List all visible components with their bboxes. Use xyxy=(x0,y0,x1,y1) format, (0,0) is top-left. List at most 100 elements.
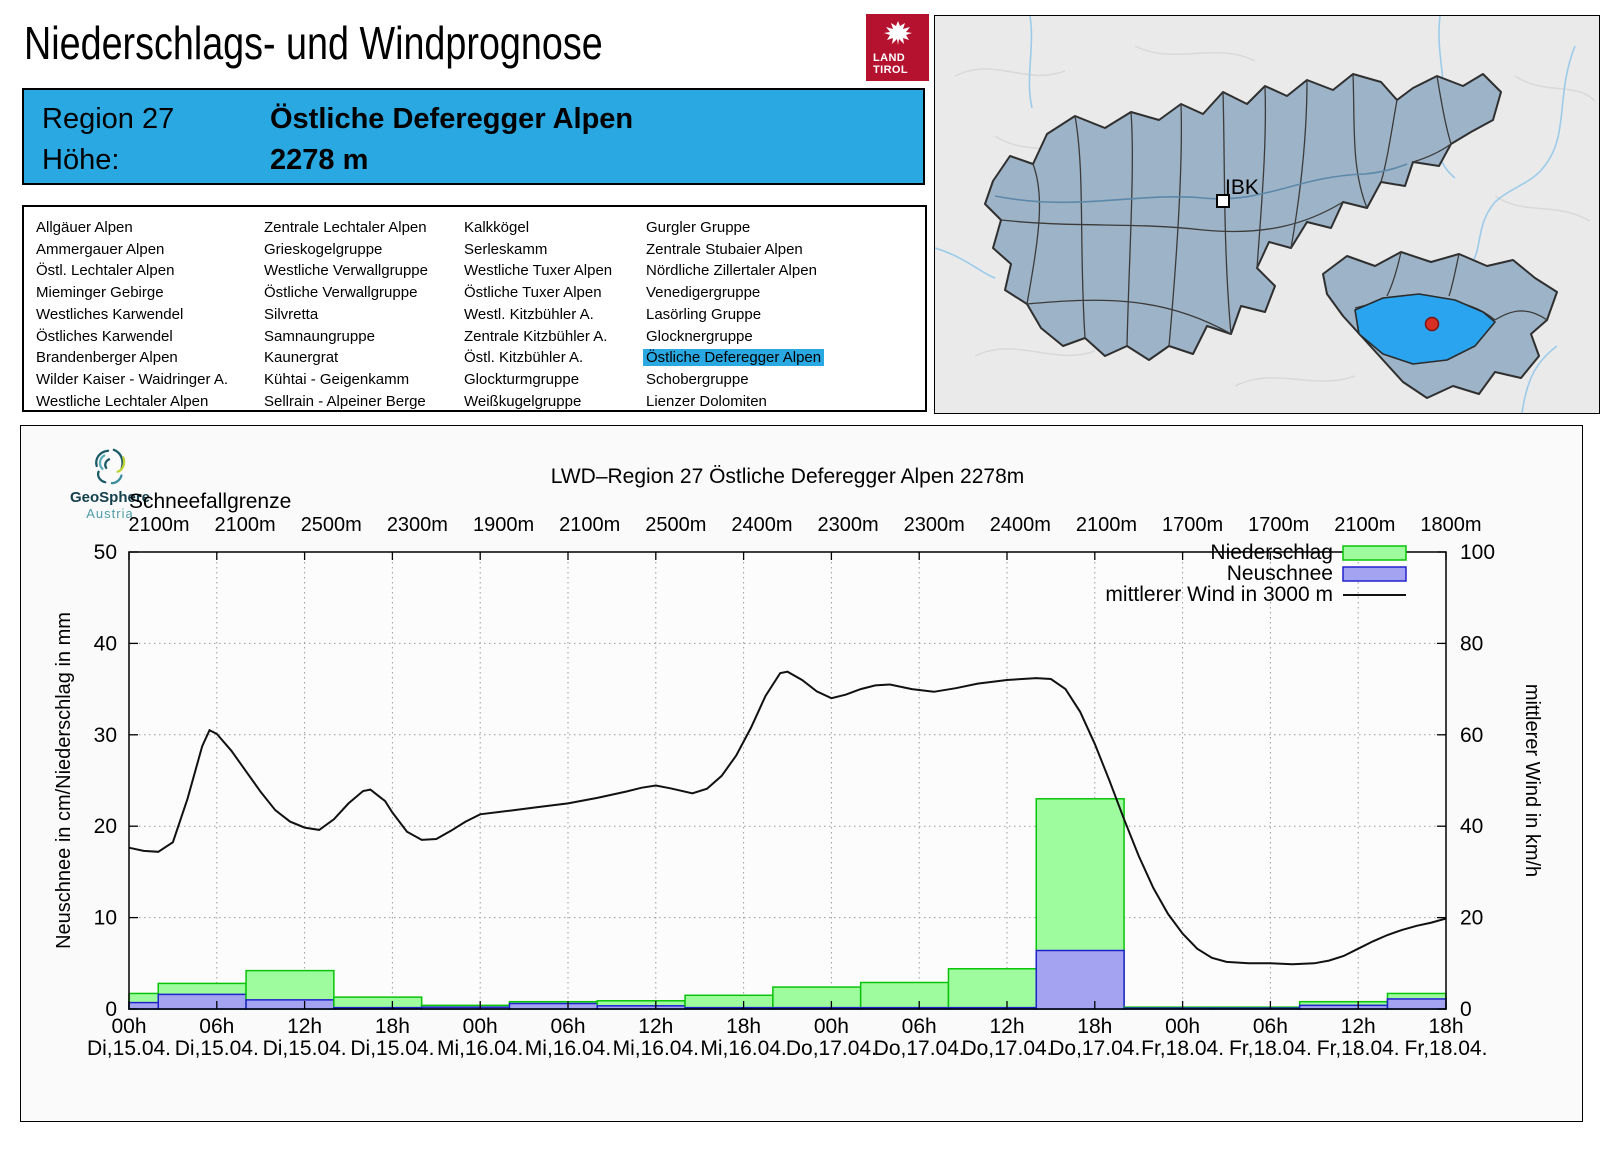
region-list-item[interactable]: Weißkugelgruppe xyxy=(464,391,615,413)
region-item-label: Zentrale Lechtaler Alpen xyxy=(264,219,427,236)
region-name: Östliche Deferegger Alpen xyxy=(270,103,634,135)
region-list-item[interactable]: Grieskogelgruppe xyxy=(264,239,431,261)
x-tick-day: Mi,16.04. xyxy=(700,1037,786,1060)
region-list-item[interactable]: Glockturmgruppe xyxy=(464,369,615,391)
region-list-item[interactable]: Östliche Tuxer Alpen xyxy=(464,282,615,304)
x-tick-hour: 06h xyxy=(902,1015,937,1038)
x-tick-hour: 12h xyxy=(287,1015,322,1038)
x-tick-hour: 00h xyxy=(814,1015,849,1038)
region-list-item[interactable]: Zentrale Stubaier Alpen xyxy=(646,239,824,261)
y-tick-left: 20 xyxy=(94,815,117,838)
region-list-item[interactable]: Mieminger Gebirge xyxy=(36,282,231,304)
x-tick-hour: 18h xyxy=(1077,1015,1112,1038)
region-list-item[interactable]: Lasörling Gruppe xyxy=(646,304,824,326)
region-list-item[interactable]: Zentrale Kitzbühler A. xyxy=(464,326,615,348)
x-tick-day: Di,15.04. xyxy=(263,1037,347,1060)
region-list-item[interactable]: Westliches Karwendel xyxy=(36,304,231,326)
region-list-item[interactable]: Schobergruppe xyxy=(646,369,824,391)
region-item-label: Wilder Kaiser - Waidringer A. xyxy=(36,370,228,388)
snowline-value: 1900m xyxy=(473,514,534,536)
geosphere-name: GeoSphere xyxy=(69,489,151,506)
region-list-item[interactable]: Brandenberger Alpen xyxy=(36,347,231,369)
snowline-value: 2100m xyxy=(559,514,620,536)
region-list-item[interactable]: Venedigergruppe xyxy=(646,282,824,304)
x-tick-day: Mi,16.04. xyxy=(613,1037,699,1060)
x-tick-hour: 00h xyxy=(1165,1015,1200,1038)
region-list-item[interactable]: Allgäuer Alpen xyxy=(36,217,231,239)
region-item-label: Serleskamm xyxy=(464,240,548,258)
precip-bar xyxy=(772,986,862,1010)
region-list-item[interactable]: Kühtai - Geigenkamm xyxy=(264,369,431,391)
region-list-item[interactable]: Kaunergrat xyxy=(264,347,431,369)
x-tick-hour: 06h xyxy=(550,1015,585,1038)
region-list-item[interactable]: Zentrale Lechtaler Alpen xyxy=(264,217,431,239)
region-list-item-selected[interactable]: Östliche Deferegger Alpen xyxy=(643,347,825,369)
region-item-label: Mieminger Gebirge xyxy=(36,284,164,302)
y-tick-right: 0 xyxy=(1460,998,1472,1021)
region-list-item[interactable]: Wilder Kaiser - Waidringer A. xyxy=(36,369,231,391)
snowline-label: Schneefallgrenze xyxy=(129,490,291,513)
x-tick-day: Fr,18.04. xyxy=(1317,1037,1400,1060)
region-item-label: Kühtai - Geigenkamm xyxy=(264,370,410,388)
x-tick-day: Mi,16.04. xyxy=(525,1037,611,1060)
x-tick-day: Fr,18.04. xyxy=(1229,1037,1312,1060)
region-list-item[interactable]: Ammergauer Alpen xyxy=(36,239,231,261)
plot-border xyxy=(128,551,1447,1010)
region-list-item[interactable]: Kalkkögel xyxy=(464,217,615,239)
region-list-item[interactable]: Östl. Kitzbühler A. xyxy=(464,347,615,369)
snowline-value: 2400m xyxy=(990,514,1051,536)
forecast-chart-panel: GeoSphere Austria 00h Di,15.04. 06h Di,15.0… xyxy=(20,425,1583,1122)
region-list-item[interactable]: Sellrain - Alpeiner Berge xyxy=(264,391,431,413)
x-tick-hour: 06h xyxy=(1253,1015,1288,1038)
region-item-label: Ammergauer Alpen xyxy=(36,240,165,258)
region-item-label: Östliches Karwendel xyxy=(36,327,173,345)
region-list-item[interactable]: Östl. Lechtaler Alpen xyxy=(36,260,231,282)
region-item-label: Grieskogelgruppe xyxy=(264,240,383,258)
wind-line xyxy=(128,670,1447,966)
y-tick-left: 40 xyxy=(94,632,117,655)
x-tick-day: Fr,18.04. xyxy=(1405,1037,1488,1060)
selected-region-shape[interactable] xyxy=(1354,293,1496,365)
region-list-item[interactable]: Glocknergruppe xyxy=(646,326,824,348)
region-list-item[interactable]: Samnaungruppe xyxy=(264,326,431,348)
geosphere-swirl-icon xyxy=(95,448,126,485)
y-tick-right: 100 xyxy=(1460,541,1495,564)
x-tick-hour: 18h xyxy=(1428,1015,1463,1038)
y-axis-label-left: Neuschnee in cm/Niederschlag in mm xyxy=(53,612,75,949)
chart-title: LWD–Region 27 Östliche Deferegger Alpen … xyxy=(551,465,1025,488)
elevation-label: Höhe: xyxy=(42,144,120,176)
region-item-label: Weißkugelgruppe xyxy=(464,392,582,410)
snowline-value: 2500m xyxy=(645,514,706,536)
y-axis-label-right: mittlerer Wind in km/h xyxy=(1521,684,1543,877)
region-label: Region 27 xyxy=(42,103,175,135)
region-list-item[interactable]: Westliche Tuxer Alpen xyxy=(464,260,615,282)
x-tick-day: Mi,16.04. xyxy=(437,1037,523,1060)
region-list-item[interactable]: Silvretta xyxy=(264,304,431,326)
region-list-item[interactable]: Westl. Kitzbühler A. xyxy=(464,304,615,326)
y-tick-left: 0 xyxy=(105,998,117,1021)
forecast-chart: 00hDi,15.04.06hDi,15.04.12hDi,15.04.18hD… xyxy=(53,465,1543,1060)
region-list-item[interactable]: Gurgler Gruppe xyxy=(646,217,824,239)
x-tick-hour: 12h xyxy=(1341,1015,1376,1038)
region-list-item[interactable]: Nördliche Zillertaler Alpen xyxy=(646,260,824,282)
page-title: Niederschlags- und Windprognose xyxy=(24,17,603,69)
region-item-label: Westliche Lechtaler Alpen xyxy=(36,392,209,410)
region-item-label: Glocknergruppe xyxy=(646,327,753,345)
y-tick-left: 50 xyxy=(94,541,117,564)
region-item-label: Zentrale Kitzbühler A. xyxy=(464,327,608,345)
snow-bar xyxy=(128,1001,160,1010)
snowline-value: 2500m xyxy=(301,514,362,536)
region-list-item[interactable]: Östliches Karwendel xyxy=(36,326,231,348)
region-list-item[interactable]: Serleskamm xyxy=(464,239,615,261)
region-list-column: Zentrale Lechtaler Alpen Grieskogelgruppe… xyxy=(264,217,431,412)
region-list-item[interactable]: Östliche Verwallgruppe xyxy=(264,282,431,304)
plot-area xyxy=(129,552,1446,1009)
inn-river xyxy=(994,163,1408,204)
region-list-item[interactable]: Westliche Lechtaler Alpen xyxy=(36,391,231,413)
region-list: Allgäuer Alpen Ammergauer Alpen Östl. Lech… xyxy=(22,205,927,412)
region-item-label: Lienzer Dolomiten xyxy=(646,392,767,410)
x-tick-day: Di,15.04. xyxy=(87,1037,171,1060)
region-list-item[interactable]: Lienzer Dolomiten xyxy=(646,391,824,413)
terrain-texture xyxy=(954,45,1596,387)
region-list-item[interactable]: Westliche Verwallgruppe xyxy=(264,260,431,282)
